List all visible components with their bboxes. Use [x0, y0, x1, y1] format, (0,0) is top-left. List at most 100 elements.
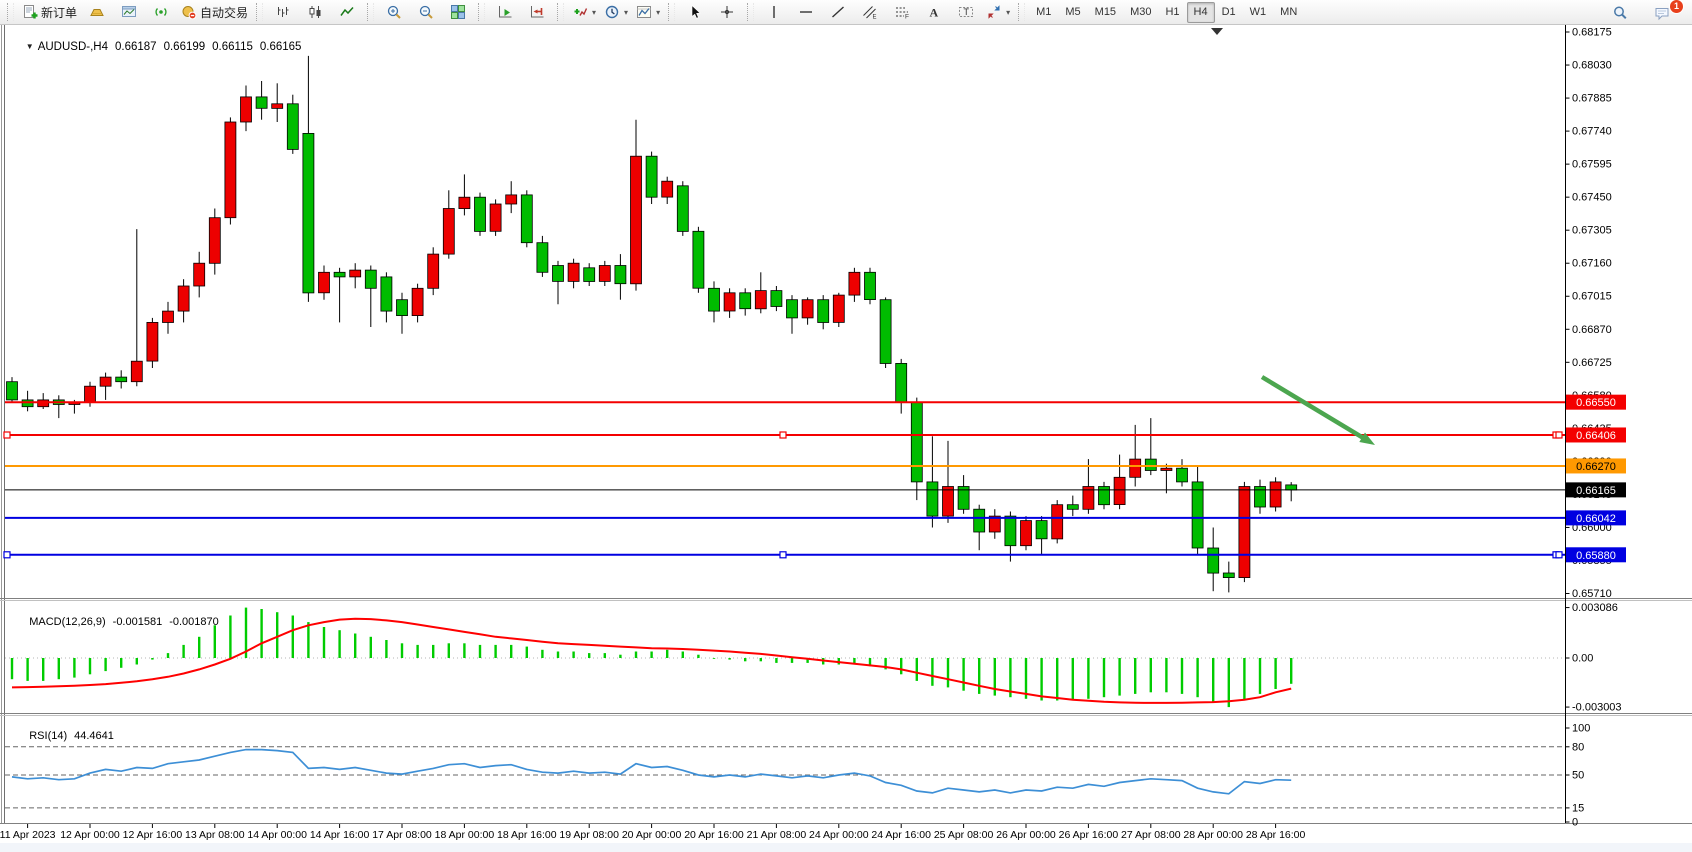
signals-button[interactable]: [145, 1, 177, 24]
timeframe-m30-button[interactable]: M30: [1130, 6, 1152, 18]
cursor-button[interactable]: [679, 1, 711, 24]
time-axis-label: 11 Apr 2023: [0, 829, 56, 841]
toolbar-right: 1: [1604, 0, 1684, 24]
macd-bar: [884, 658, 887, 670]
timeframe-mn-button[interactable]: MN: [1280, 6, 1298, 18]
timeframe-m1-button[interactable]: M1: [1036, 6, 1052, 18]
candle-bullish: [427, 253, 440, 289]
vertical-line-button[interactable]: [758, 1, 790, 24]
chart-window[interactable]: 0.68175 0.68030 0.67885 0.67740 0.67595 0.674…: [0, 25, 1692, 852]
macd-bar: [478, 644, 482, 658]
line-drag-handle[interactable]: [779, 551, 787, 559]
autoscroll-icon: [497, 4, 513, 20]
macd-bar: [1134, 658, 1137, 694]
trend-line-button[interactable]: [822, 1, 854, 24]
line-drag-handle[interactable]: [3, 431, 11, 439]
timeframe-h4-button[interactable]: H4: [1186, 1, 1215, 23]
macd-bar: [338, 630, 341, 658]
periods-icon: [604, 4, 620, 20]
arrows-button[interactable]: ▾: [982, 1, 1014, 24]
bar-chart-button[interactable]: [267, 1, 299, 24]
chart-shift-button[interactable]: [521, 1, 553, 24]
macd-bar: [1118, 658, 1121, 696]
auto-trading-button[interactable]: 自动交易: [177, 1, 252, 24]
price-axis-label: 0.66725: [1572, 357, 1612, 369]
time-axis-label: 24 Apr 00:00: [809, 829, 869, 841]
timeframe-h1-button[interactable]: H1: [1165, 6, 1180, 18]
toolbar-separator: [668, 3, 676, 21]
line-chart-button[interactable]: [331, 1, 363, 24]
candle-bullish: [754, 290, 767, 310]
search-button[interactable]: [1604, 1, 1636, 24]
price-badge-label: 0.66406: [1576, 430, 1616, 442]
market-preview-button[interactable]: [113, 1, 145, 24]
candle-bearish: [1035, 520, 1048, 540]
new-order-button[interactable]: 新订单: [18, 1, 81, 24]
timeframe-m5-button[interactable]: M5: [1065, 6, 1081, 18]
macd-bar: [650, 651, 653, 658]
equidistant-channel-button[interactable]: E: [854, 1, 886, 24]
zoom-in-button[interactable]: [378, 1, 410, 24]
gold-ingot-button[interactable]: [81, 1, 113, 24]
time-axis-label: 28 Apr 00:00: [1183, 829, 1243, 841]
svg-text:T: T: [964, 7, 970, 17]
indicators-button[interactable]: ▾: [568, 1, 600, 24]
line-drag-handle[interactable]: [779, 431, 787, 439]
macd-bar: [993, 658, 996, 696]
candle-bullish: [661, 180, 674, 198]
text-button[interactable]: A: [918, 1, 950, 24]
tile-windows-button[interactable]: [442, 1, 474, 24]
macd-bar: [447, 643, 450, 658]
chart-canvas[interactable]: 0.68175 0.68030 0.67885 0.67740 0.67595 0.674…: [0, 25, 1692, 852]
crosshair-button[interactable]: [711, 1, 743, 24]
candle-bearish: [552, 265, 564, 282]
candle-bearish: [474, 196, 486, 232]
macd-bar: [120, 658, 123, 668]
macd-bar: [1258, 658, 1262, 694]
candle-bearish: [957, 486, 970, 510]
macd-bar: [1196, 658, 1199, 698]
macd-bar: [525, 646, 528, 658]
price-badge: [1566, 458, 1626, 474]
macd-bar: [432, 644, 435, 658]
candle-bullish: [567, 262, 580, 282]
candles-layer[interactable]: [6, 55, 1298, 593]
macd-bar: [198, 636, 201, 658]
candlestick-chart-button[interactable]: [299, 1, 331, 24]
line-drag-handle[interactable]: [1555, 431, 1563, 439]
periods-button[interactable]: ▾: [600, 1, 632, 24]
templates-button[interactable]: ▾: [632, 1, 664, 24]
chevron-down-icon: ▾: [656, 7, 661, 17]
text-label-button[interactable]: T: [950, 1, 982, 24]
auto-scroll-button[interactable]: [489, 1, 521, 24]
price-badge: [1566, 394, 1626, 410]
line-drag-handle[interactable]: [1555, 551, 1563, 559]
timeframe-d1-button[interactable]: D1: [1221, 6, 1236, 18]
trend-arrow[interactable]: [1260, 375, 1367, 442]
trend-arrow-head: [1359, 432, 1375, 445]
macd-bar: [1149, 658, 1152, 693]
notification-badge: 1: [1669, 0, 1684, 14]
time-axis-label: 14 Apr 16:00: [310, 829, 370, 841]
candle-bearish: [1066, 504, 1079, 510]
zoom-out-button[interactable]: [410, 1, 442, 24]
notifications-button[interactable]: 1: [1646, 0, 1684, 24]
macd-bar: [1180, 658, 1184, 694]
macd-bar: [1087, 658, 1090, 699]
macd-bar: [1290, 658, 1293, 684]
candle-bearish: [255, 96, 268, 109]
horizontal-line-button[interactable]: [790, 1, 822, 24]
label-icon: T: [958, 4, 974, 20]
candle-bearish: [583, 267, 596, 282]
candle-bullish: [598, 265, 611, 282]
candle-bearish: [817, 299, 830, 323]
candle-bullish: [1051, 504, 1064, 540]
line-drag-handle[interactable]: [3, 551, 11, 559]
price-badge: [1566, 482, 1626, 498]
price-badge: [1566, 427, 1626, 443]
macd-histogram: [10, 607, 1293, 708]
fibonacci-button[interactable]: F: [886, 1, 918, 24]
timeframe-m15-button[interactable]: M15: [1094, 6, 1117, 18]
macd-bar: [213, 625, 216, 658]
timeframe-w1-button[interactable]: W1: [1249, 6, 1267, 18]
